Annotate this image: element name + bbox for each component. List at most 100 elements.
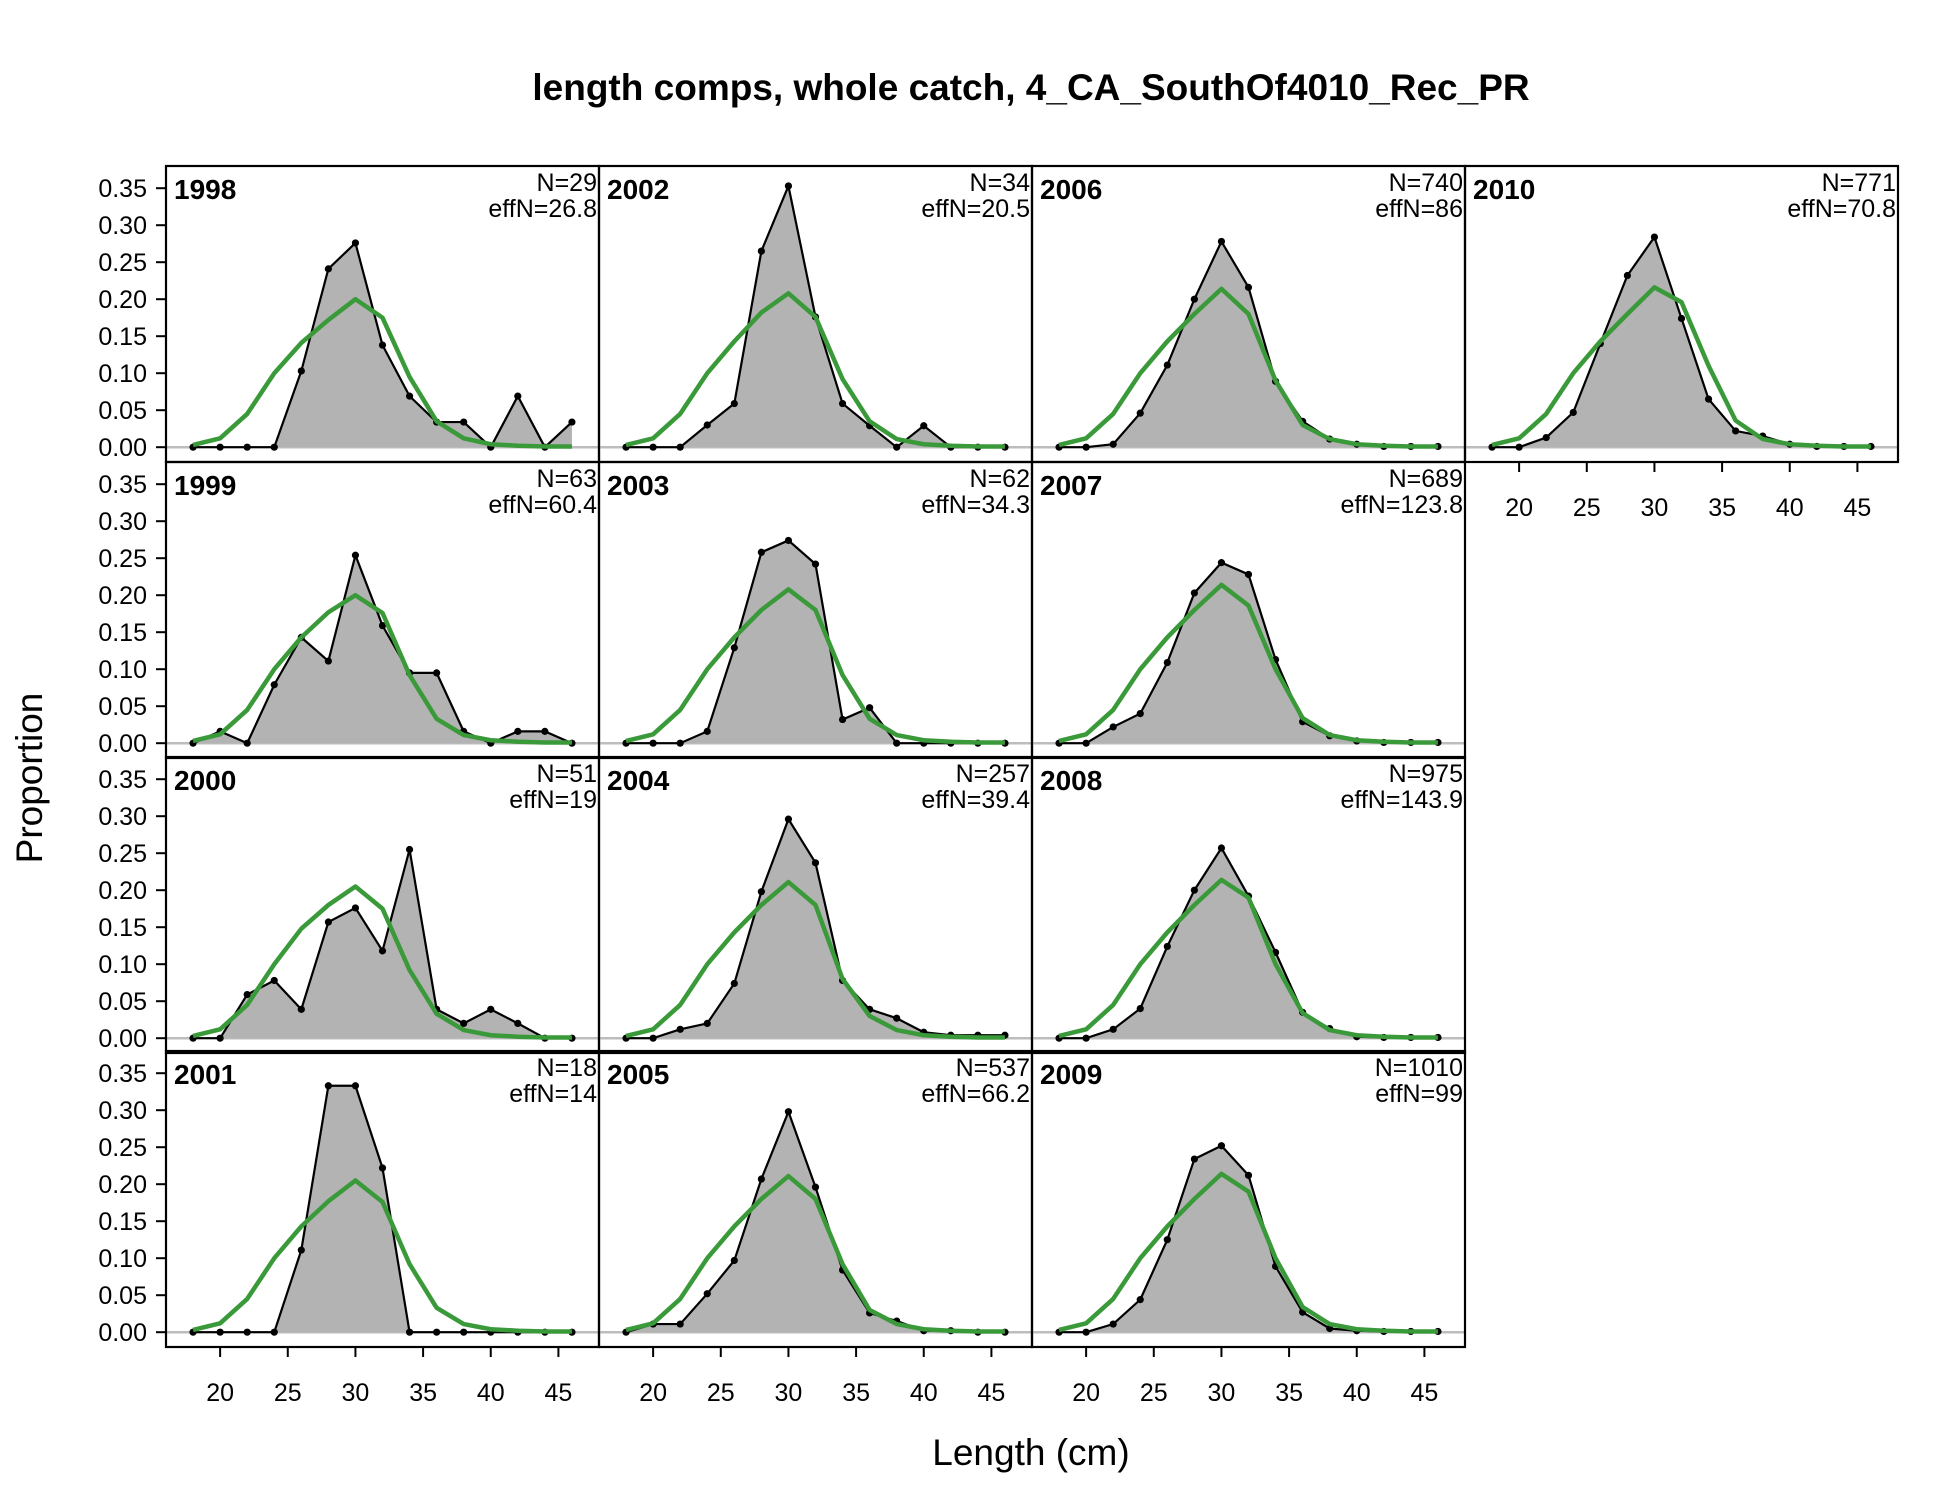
y-tick-label: 0.35 xyxy=(98,175,147,203)
observed-point xyxy=(757,888,765,896)
x-tick-label: 45 xyxy=(545,1379,573,1407)
observed-point xyxy=(270,681,278,689)
observed-point xyxy=(811,1183,820,1191)
y-tick-label: 0.25 xyxy=(98,1134,147,1162)
observed-area xyxy=(193,555,572,744)
observed-point xyxy=(487,1005,495,1013)
panel-n-label: N=740 xyxy=(1389,169,1463,197)
observed-point xyxy=(243,1328,251,1336)
x-tick-label: 40 xyxy=(1343,1379,1371,1407)
observed-area xyxy=(193,1085,572,1333)
panel-effn-label: effN=39.4 xyxy=(921,786,1030,814)
x-tick-label: 20 xyxy=(1505,494,1533,522)
x-tick-label: 25 xyxy=(274,1379,302,1407)
y-tick-label: 0.30 xyxy=(98,508,147,536)
panel-frame xyxy=(1463,164,1900,464)
observed-point xyxy=(703,727,711,735)
x-tick-label: 25 xyxy=(1140,1379,1168,1407)
observed-point xyxy=(1217,237,1226,246)
observed-point xyxy=(757,247,765,255)
panel-year-label: 2000 xyxy=(174,765,236,796)
observed-area xyxy=(1059,1145,1438,1333)
observed-point xyxy=(297,1246,305,1254)
observed-point xyxy=(1704,395,1713,403)
y-tick-label: 0.10 xyxy=(98,656,147,684)
y-tick-label: 0.20 xyxy=(98,1171,147,1199)
observed-point xyxy=(324,657,332,665)
observed-point xyxy=(378,1164,387,1172)
y-tick-label: 0.10 xyxy=(98,360,147,388)
y-tick-label: 0.00 xyxy=(98,1025,147,1053)
y-tick-label: 0.30 xyxy=(98,1097,147,1125)
x-tick-label: 35 xyxy=(1275,1379,1303,1407)
y-tick-label: 0.25 xyxy=(98,545,147,573)
observed-area xyxy=(626,819,1005,1039)
x-tick-label: 25 xyxy=(1573,494,1601,522)
x-tick-label: 20 xyxy=(639,1379,667,1407)
y-tick-label: 0.25 xyxy=(98,249,147,277)
panel-effn-label: effN=99 xyxy=(1375,1080,1463,1108)
observed-point xyxy=(920,422,928,430)
observed-point xyxy=(297,1005,305,1013)
y-tick-label: 0.35 xyxy=(98,1060,147,1088)
panel-n-label: N=257 xyxy=(956,760,1030,788)
expected-line xyxy=(625,587,1005,745)
observed-point xyxy=(730,1256,738,1265)
observed-point xyxy=(784,815,793,823)
panel-effn-label: effN=70.8 xyxy=(1787,195,1896,223)
panel-n-label: N=689 xyxy=(1389,465,1463,493)
observed-point xyxy=(676,1320,684,1328)
observed-point xyxy=(1190,589,1198,597)
observed-area xyxy=(626,540,1005,744)
x-tick-label: 45 xyxy=(1411,1379,1439,1407)
observed-point xyxy=(1163,942,1171,951)
expected-line xyxy=(192,1178,572,1334)
observed-point xyxy=(514,392,522,400)
observed-point xyxy=(1136,1296,1144,1304)
panel-effn-label: effN=19 xyxy=(509,786,597,814)
observed-point xyxy=(1082,1034,1090,1042)
x-tick-label: 30 xyxy=(1641,494,1669,522)
panel-year-label: 1999 xyxy=(174,470,236,501)
observed-point xyxy=(460,1019,468,1027)
y-tick-label: 0.30 xyxy=(98,212,147,240)
observed-point xyxy=(1190,1155,1198,1163)
observed-point xyxy=(784,1108,793,1116)
observed-point xyxy=(324,265,332,273)
x-tick-label: 35 xyxy=(1708,494,1736,522)
panel-year-label: 2009 xyxy=(1040,1059,1102,1090)
x-tick-label: 30 xyxy=(342,1379,370,1407)
observed-point xyxy=(649,739,657,747)
panel-n-label: N=62 xyxy=(970,465,1030,493)
observed-point xyxy=(378,341,387,349)
y-tick-label: 0.00 xyxy=(98,730,147,758)
y-tick-label: 0.15 xyxy=(98,914,147,942)
observed-point xyxy=(568,418,576,426)
panel-frame xyxy=(1030,1049,1467,1349)
panel-year-label: 2010 xyxy=(1473,174,1535,205)
observed-point xyxy=(649,1034,657,1042)
observed-point xyxy=(838,715,847,724)
observed-point xyxy=(1082,443,1090,451)
observed-point xyxy=(1082,1328,1090,1336)
y-tick-label: 0.20 xyxy=(98,877,147,905)
observed-point xyxy=(324,1082,332,1090)
panel-effn-label: effN=20.5 xyxy=(921,195,1030,223)
expected-line xyxy=(1058,877,1438,1040)
observed-area xyxy=(1059,848,1438,1039)
x-tick-label: 45 xyxy=(978,1379,1006,1407)
observed-point xyxy=(433,1328,441,1336)
observed-point xyxy=(703,421,711,429)
x-tick-label: 25 xyxy=(707,1379,735,1407)
observed-point xyxy=(270,1328,278,1336)
observed-point xyxy=(676,739,684,747)
observed-point xyxy=(378,621,387,630)
observed-point xyxy=(405,392,414,400)
panel-n-label: N=771 xyxy=(1822,169,1896,197)
expected-line xyxy=(1058,582,1438,745)
